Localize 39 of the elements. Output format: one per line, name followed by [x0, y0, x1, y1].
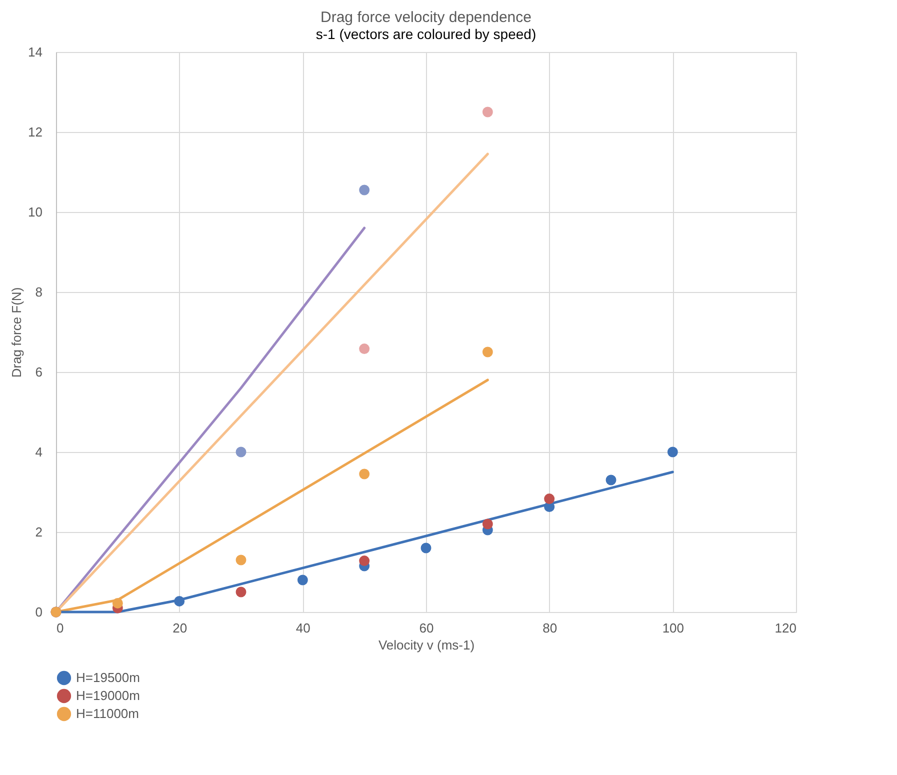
x-tick-label: 40	[296, 620, 310, 636]
point	[482, 518, 493, 530]
point	[297, 574, 308, 586]
point	[667, 446, 678, 458]
point	[544, 494, 555, 504]
x-tick-label: 120	[774, 620, 796, 636]
legend-label: H=11000m	[76, 706, 139, 721]
y-axis-title: Drag force F(N)	[9, 287, 24, 378]
legend-label: H=19500m	[76, 670, 140, 685]
point	[606, 474, 616, 486]
point	[420, 542, 432, 554]
x-tick-label: 0	[56, 620, 64, 636]
x-tick-label: 20	[172, 620, 188, 636]
text: s-1 (vectors are coloured by speed)	[316, 26, 536, 42]
point	[359, 344, 370, 354]
y-tick-label: 10	[28, 204, 42, 220]
x-axis-title: Velocity v (ms-1)	[378, 638, 475, 652]
point	[359, 184, 370, 196]
point	[482, 106, 493, 118]
y-tick-label: 12	[28, 124, 42, 140]
point	[359, 468, 370, 480]
point	[236, 446, 246, 458]
y-tick-label: 2	[35, 524, 42, 540]
y-tick-label: 8	[35, 284, 42, 300]
point	[112, 598, 123, 608]
x-tick-label: 60	[419, 620, 434, 636]
legend-label: H=19000m	[76, 688, 140, 703]
y-tick-label: 0	[35, 604, 42, 620]
point	[174, 596, 185, 606]
point	[236, 586, 246, 598]
y-tick-label: 4	[35, 444, 42, 460]
point	[359, 556, 370, 566]
chart-title: Drag force velocity dependence	[320, 9, 532, 26]
x-tick-label: 80	[542, 620, 558, 636]
point	[482, 346, 493, 358]
y-tick-label: 14	[28, 44, 42, 60]
point	[236, 554, 246, 566]
x-tick-label: 100	[662, 620, 684, 636]
y-tick-label: 6	[35, 364, 42, 380]
